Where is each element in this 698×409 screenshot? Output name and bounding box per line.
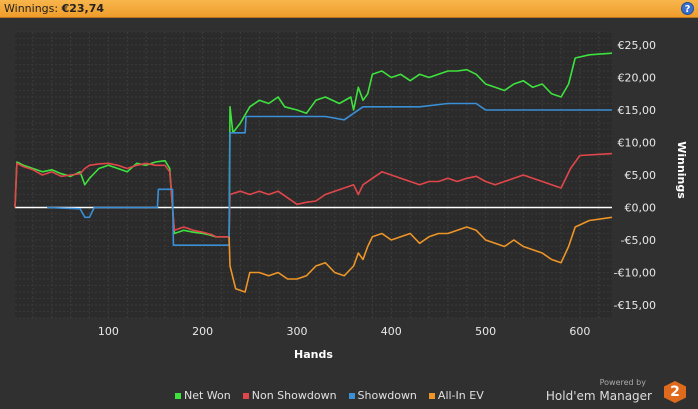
legend-item-non-showdown[interactable]: Non Showdown <box>242 389 337 402</box>
x-tick-label: 100 <box>98 325 119 338</box>
legend-label: Net Won <box>184 389 231 402</box>
x-tick-label: 300 <box>286 325 307 338</box>
y-tick-label: -€5,00 <box>621 234 656 247</box>
winnings-title: Winnings: €23,74 <box>4 2 104 15</box>
series-line-showdown <box>47 102 612 246</box>
legend-item-all-in-ev[interactable]: All-In EV <box>428 389 484 402</box>
y-tick-label: -€15,00 <box>614 299 656 312</box>
y-tick-label: €25,00 <box>618 39 657 52</box>
winnings-chart: 100 200 300 400 500 600 €25,00 €20,00 €15,00 €10,… <box>14 31 688 361</box>
legend-swatch <box>242 392 249 399</box>
x-tick-label: 600 <box>569 325 590 338</box>
y-tick-label: €10,00 <box>618 137 657 150</box>
legend-swatch <box>348 392 355 399</box>
legend-label: Non Showdown <box>251 389 337 402</box>
y-tick-label: €15,00 <box>618 104 657 117</box>
y-axis-label: Winnings <box>675 141 688 199</box>
chart-frame: 100 200 300 400 500 600 €25,00 €20,00 €15,00 €10,… <box>0 18 698 409</box>
legend-label: All-In EV <box>437 389 484 402</box>
powered-by-text: Powered by <box>599 378 646 387</box>
y-tick-label: -€10,00 <box>614 267 656 280</box>
help-icon[interactable]: ? <box>681 2 694 15</box>
y-tick-label: €0,00 <box>625 202 657 215</box>
holdem-manager-logo-icon: 2 <box>664 381 686 403</box>
brand-name: Hold'em Manager <box>545 389 652 403</box>
legend-item-showdown[interactable]: Showdown <box>348 389 417 402</box>
series-line-all-in-ev <box>228 216 613 293</box>
title-bar: Winnings: €23,74 ? <box>0 0 698 18</box>
winnings-label: Winnings: <box>4 2 59 15</box>
legend-label: Showdown <box>357 389 417 402</box>
series-line-net-won <box>14 52 613 238</box>
legend-swatch <box>175 392 181 399</box>
y-tick-label: €20,00 <box>618 72 657 85</box>
y-tick-label: €5,00 <box>625 169 657 182</box>
legend-item-net-won[interactable]: Net Won <box>175 389 231 402</box>
x-tick-label: 400 <box>381 325 402 338</box>
series-line-non-showdown <box>14 152 613 238</box>
winnings-value: €23,74 <box>61 2 105 15</box>
x-tick-label: 500 <box>475 325 496 338</box>
x-axis-label: Hands <box>294 348 333 361</box>
legend: Net Won Non Showdown Showdown All-In EV <box>175 389 484 402</box>
legend-swatch <box>428 392 435 399</box>
x-tick-label: 200 <box>192 325 213 338</box>
